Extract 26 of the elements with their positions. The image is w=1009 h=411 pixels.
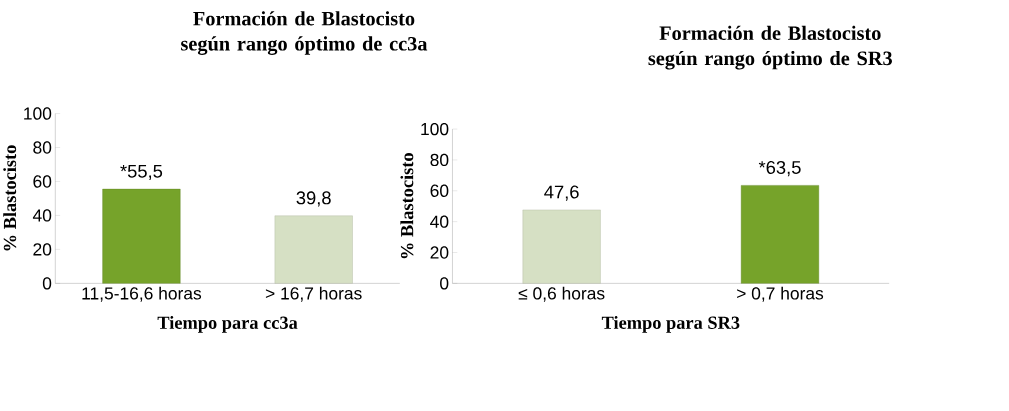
y-tick-label: 80 [430, 154, 449, 167]
y-tick-label: 20 [430, 246, 449, 259]
data-label: 39,8 [296, 191, 331, 207]
chart-title: Formación de Blastocisto según rango óptimo de SR3 [648, 25, 892, 70]
y-tick-label: 100 [24, 107, 52, 120]
y-tick-label: 60 [430, 184, 449, 198]
data-label: *63,5 [758, 161, 801, 177]
data-label: 47,6 [544, 185, 579, 201]
x-axis-title: Tiempo para SR3 [601, 316, 740, 333]
data-label: *55,5 [120, 165, 163, 181]
y-tick-label: 0 [440, 277, 449, 290]
y-tick-label: 80 [33, 141, 52, 154]
x-tick-label: > 0,7 horas [737, 287, 824, 302]
y-tick-label: 40 [430, 215, 449, 229]
x-axis-title: Tiempo para cc3a [157, 316, 298, 333]
y-tick-label: 100 [421, 123, 449, 136]
y-tick-label: 20 [33, 243, 52, 256]
x-tick-label: 11,5-16,6 horas [82, 287, 202, 302]
x-tick-label: > 16,7 horas [265, 287, 362, 302]
y-tick-label: 60 [33, 175, 52, 188]
chart-title: Formación de Blastocisto según rango óptimo de cc3a [181, 11, 428, 56]
x-tick-label: ≤ 0,6 horas [518, 287, 605, 302]
y-tick-label: 40 [32, 209, 52, 222]
y-tick-label: 0 [42, 277, 52, 290]
y-axis-title: % Blastocisto [400, 153, 414, 259]
y-axis-title: % Blastocisto [3, 145, 17, 251]
